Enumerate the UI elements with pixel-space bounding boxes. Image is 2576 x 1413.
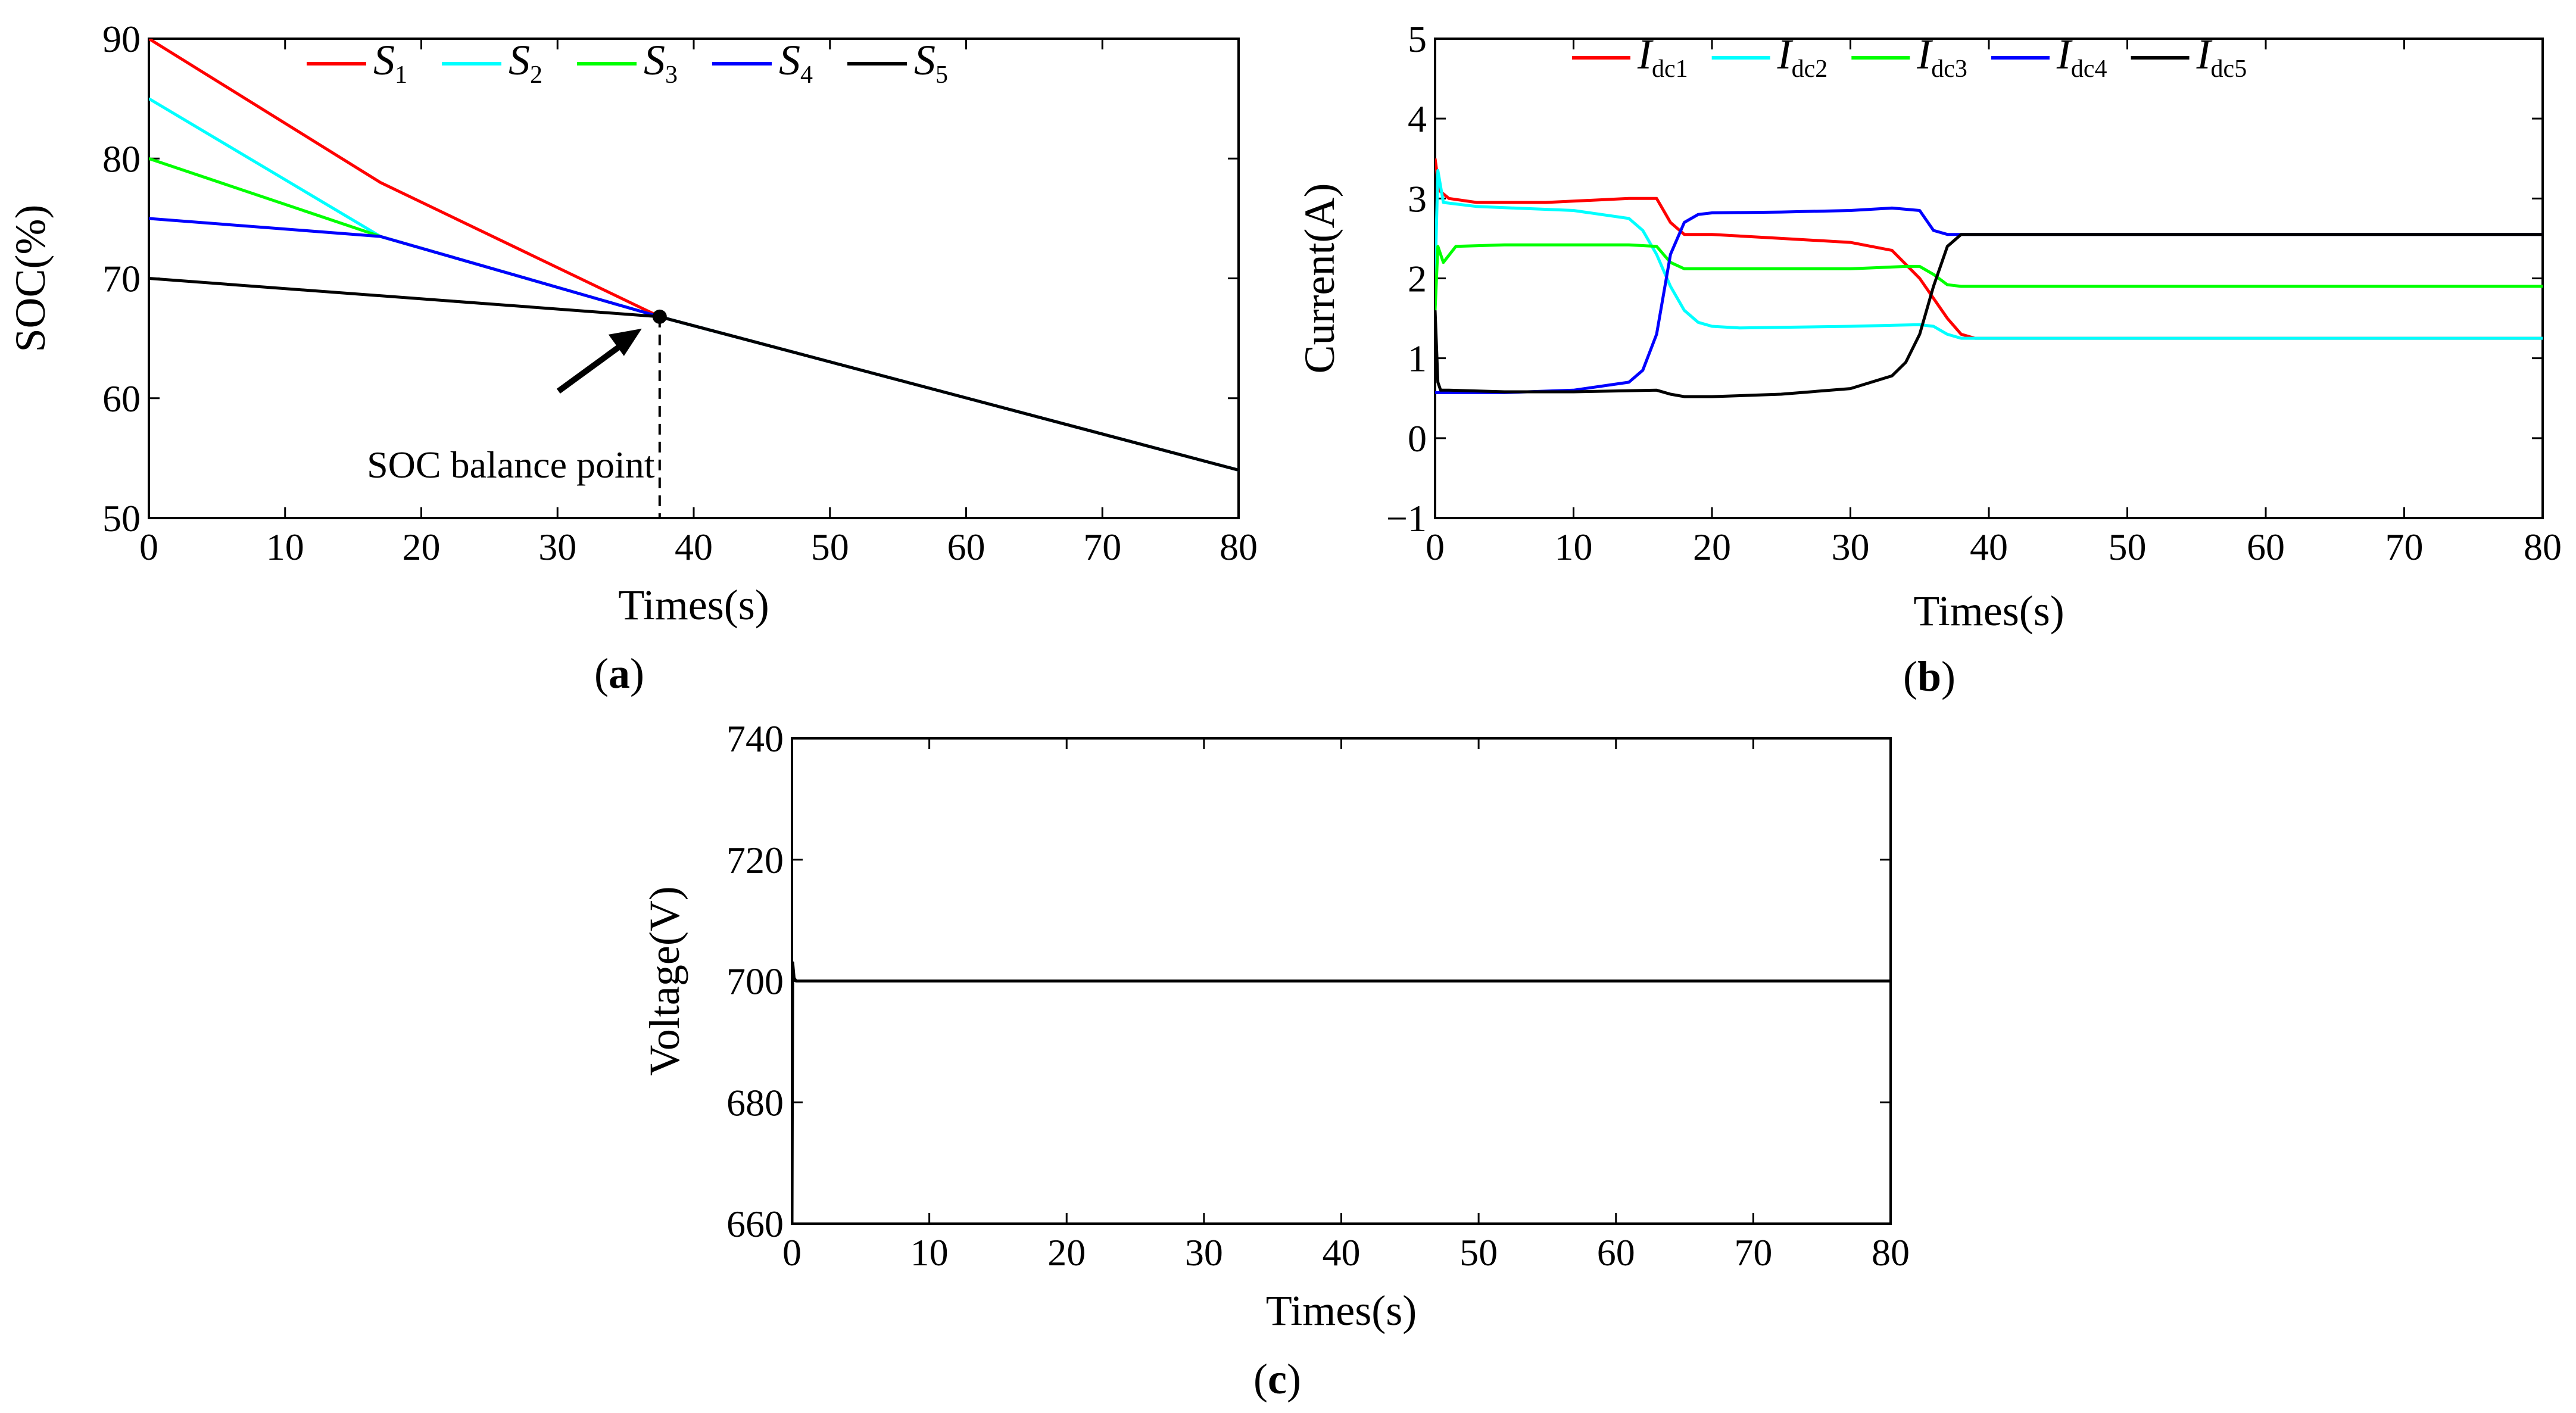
- annotation-arrowhead-icon: [608, 328, 642, 356]
- y-tick-label-c: 720: [726, 839, 784, 881]
- chart-panel-a: 0 10 20 30 40 50 60 70 80 50 60 70 80 90 Times(s) SOC(%…: [7, 18, 1258, 697]
- x-tick-label-c: 50: [1459, 1231, 1498, 1274]
- x-tick-label-b: 0: [1426, 526, 1445, 568]
- y-tick-label-a: 60: [102, 378, 141, 420]
- legend-label-idc2: Idc2: [1777, 30, 1828, 83]
- legend-label-idc3: Idc3: [1916, 30, 1967, 83]
- x-tick-label-a: 50: [811, 526, 849, 568]
- plot-frame-a: [148, 38, 1240, 519]
- legend-label-idc1: Idc1: [1637, 30, 1688, 83]
- x-tick-label-b: 80: [2524, 526, 2562, 568]
- y-tick-label-b: 0: [1408, 417, 1427, 460]
- series-line-voltage: [792, 961, 1891, 1224]
- balance-point-marker: [652, 309, 667, 324]
- legend-label-s3: S3: [644, 36, 678, 89]
- legend-label-idc5: Idc5: [2196, 30, 2247, 83]
- x-tick-label-c: 60: [1597, 1231, 1635, 1274]
- legend-label-s1: S1: [373, 36, 407, 89]
- x-tick-label-a: 80: [1220, 526, 1258, 568]
- x-tick-label-a: 20: [403, 526, 441, 568]
- x-tick-label-c: 80: [1872, 1231, 1910, 1274]
- annotation-text: SOC balance point: [367, 444, 655, 486]
- x-tick-label-b: 50: [2109, 526, 2147, 568]
- y-axis-label-a: SOC(%): [7, 205, 54, 353]
- x-tick-label-b: 30: [1832, 526, 1870, 568]
- x-axis-label-c: Times(s): [1266, 1287, 1417, 1334]
- panel-caption-a: (a): [594, 650, 644, 697]
- y-tick-label-c: 740: [726, 718, 784, 760]
- x-tick-label-b: 20: [1693, 526, 1731, 568]
- legend-label-idc4: Idc4: [2056, 30, 2107, 83]
- x-tick-label-b: 10: [1555, 526, 1593, 568]
- series-line-idc3: [1435, 243, 2543, 311]
- y-tick-label-a: 70: [102, 258, 141, 300]
- x-tick-label-b: 40: [1970, 526, 2008, 568]
- x-tick-label-b: 60: [2247, 526, 2285, 568]
- y-tick-label-b: 4: [1408, 98, 1427, 140]
- x-axis-label-b: Times(s): [1913, 587, 2064, 635]
- y-tick-label-c: 680: [726, 1081, 784, 1124]
- x-tick-label-b: 70: [2385, 526, 2424, 568]
- x-tick-label-a: 60: [947, 526, 986, 568]
- y-tick-label-c: 700: [726, 960, 784, 1003]
- y-tick-label-b: 5: [1408, 18, 1427, 60]
- x-axis-label-a: Times(s): [618, 581, 769, 629]
- x-tick-label-a: 30: [538, 526, 576, 568]
- x-tick-label-c: 0: [782, 1231, 802, 1274]
- x-tick-label-a: 10: [266, 526, 304, 568]
- series-line-idc5: [1435, 233, 2543, 398]
- y-tick-label-a: 90: [102, 18, 141, 60]
- y-tick-label-b: 3: [1408, 177, 1427, 220]
- x-tick-label-c: 20: [1047, 1231, 1086, 1274]
- x-tick-label-c: 70: [1734, 1231, 1772, 1274]
- y-axis-label-c: Voltage(V): [641, 886, 688, 1076]
- y-tick-label-a: 50: [102, 497, 141, 539]
- x-tick-label-c: 40: [1323, 1231, 1361, 1274]
- panel-caption-c: (c): [1253, 1355, 1301, 1403]
- y-tick-label-b: 1: [1408, 338, 1427, 380]
- legend-label-s4: S4: [779, 36, 813, 89]
- x-tick-label-a: 0: [139, 526, 158, 568]
- plot-frame-b: [1434, 38, 2544, 519]
- legend-label-s5: S5: [914, 36, 948, 89]
- x-tick-label-a: 70: [1083, 526, 1121, 568]
- y-tick-label-a: 80: [102, 138, 141, 180]
- legend-label-s2: S2: [509, 36, 542, 89]
- y-tick-label-c: 660: [726, 1203, 784, 1245]
- y-tick-label-b: 2: [1408, 258, 1427, 300]
- y-tick-label-b: −1: [1386, 497, 1427, 539]
- panel-caption-b: (b): [1903, 653, 1956, 700]
- chart-panel-b: 0 10 20 30 40 50 60 70 80−1012345Times(s)Current…: [1296, 18, 2562, 700]
- x-tick-label-a: 40: [675, 526, 713, 568]
- y-axis-label-b: Current(A): [1296, 183, 1343, 374]
- series-line-idc2: [1435, 169, 2543, 340]
- x-tick-label-c: 10: [910, 1231, 949, 1274]
- chart-panel-c: 0 10 20 30 40 50 60 70 80 660 680 700 720 740 Times(s)…: [641, 718, 1910, 1403]
- x-tick-label-c: 30: [1185, 1231, 1223, 1274]
